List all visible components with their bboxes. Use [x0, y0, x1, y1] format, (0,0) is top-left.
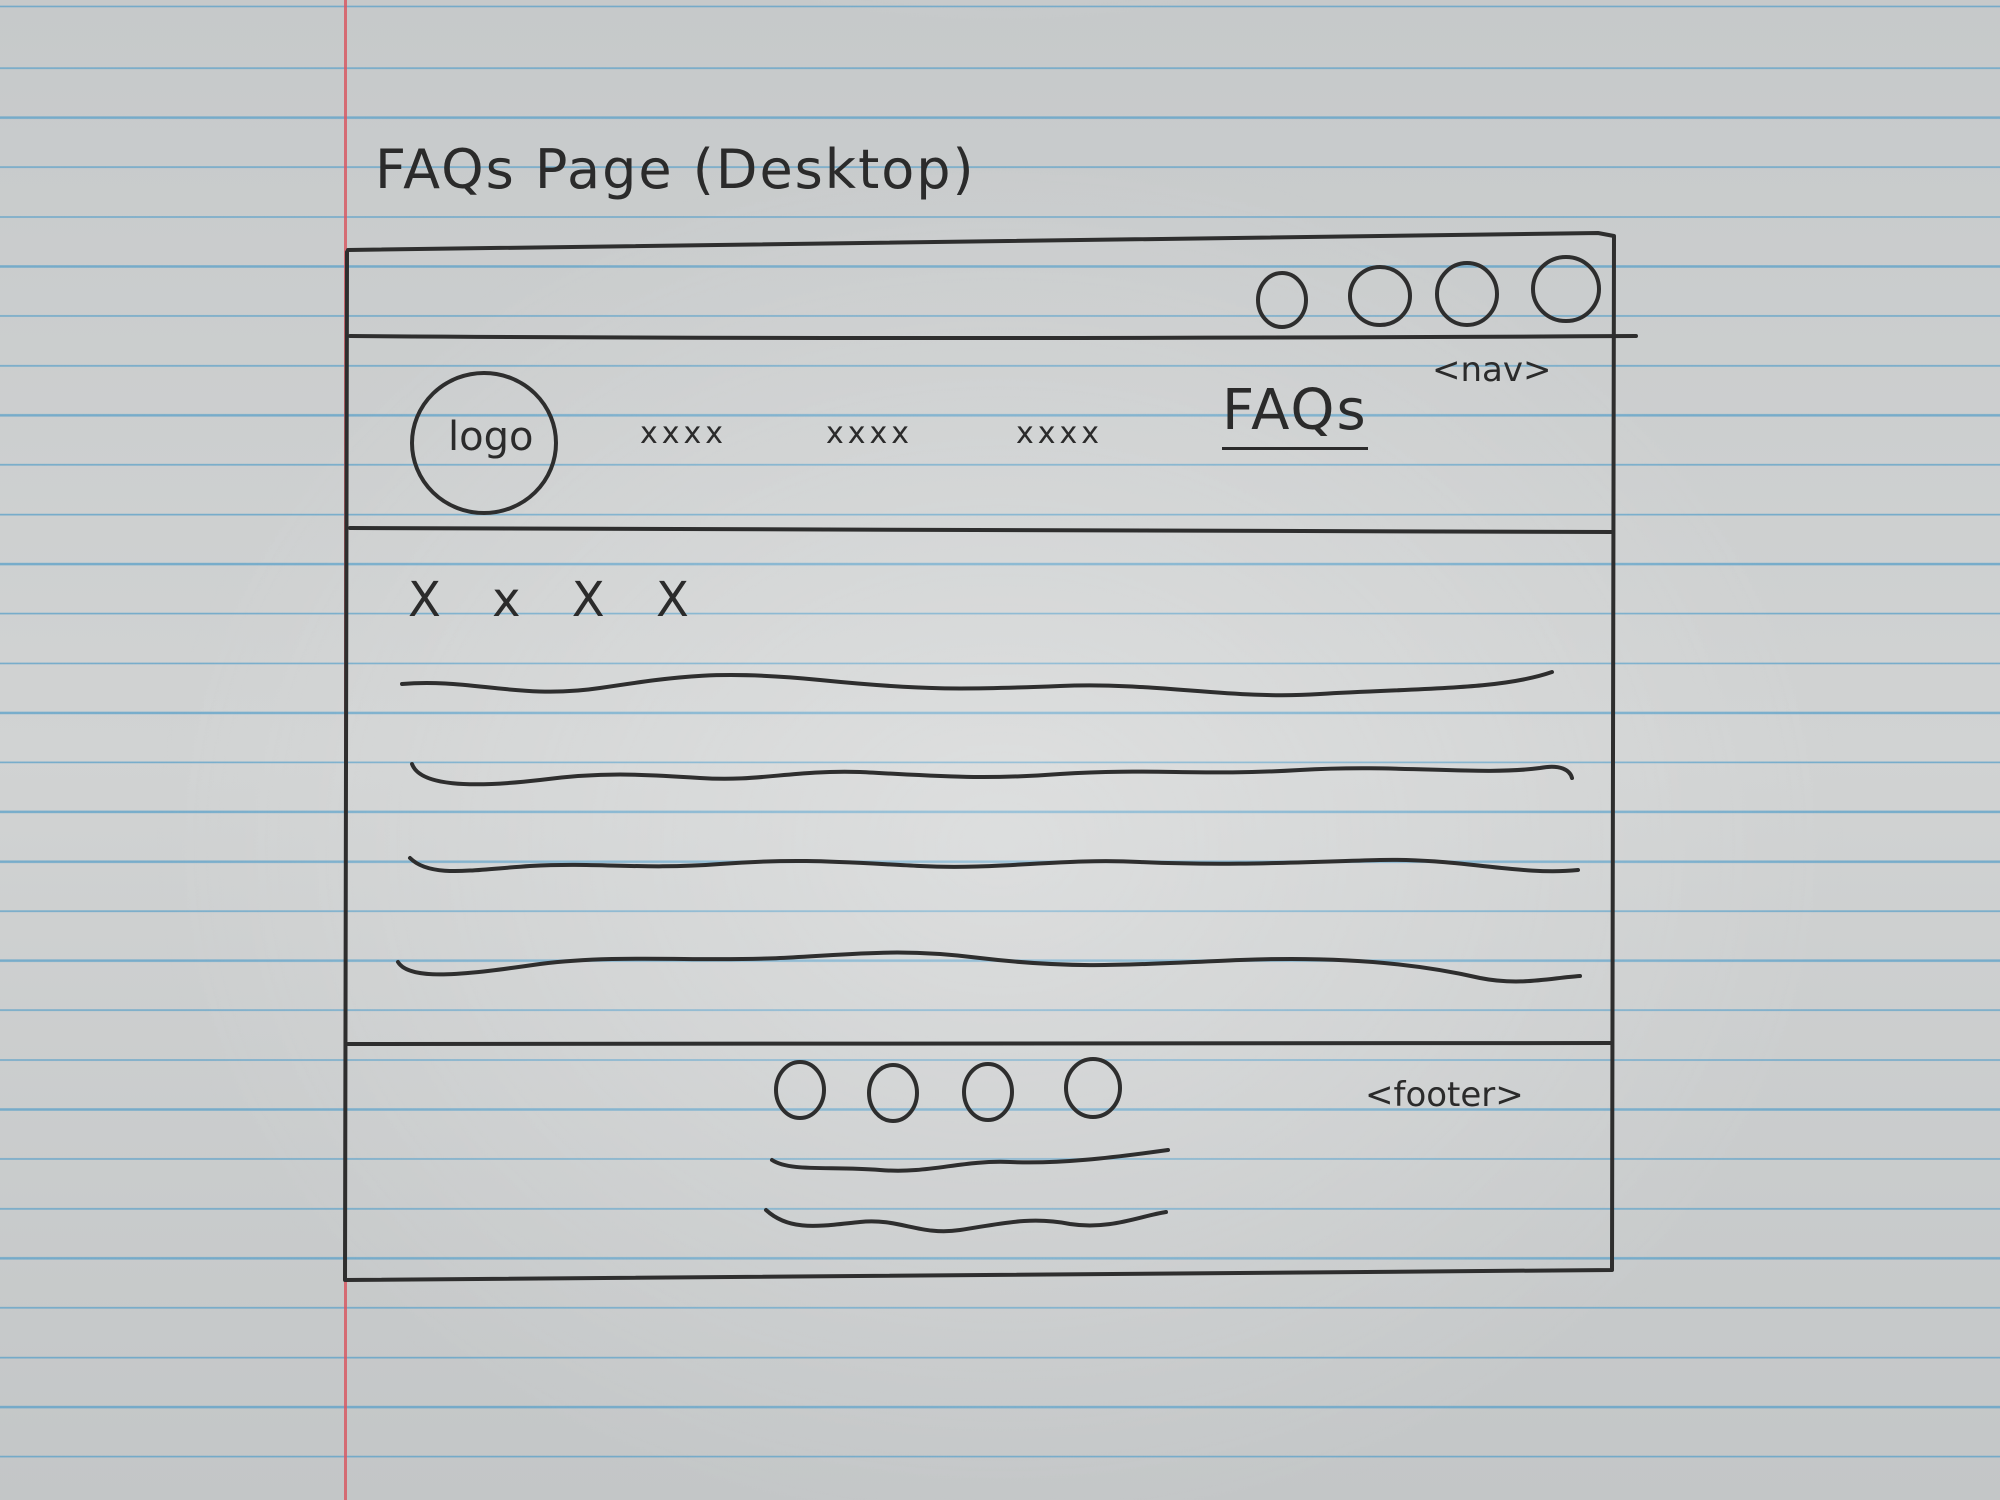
page-title: FAQs Page (Desktop) [375, 138, 976, 201]
footer-circle-1 [774, 1060, 826, 1120]
nav-divider [348, 526, 1614, 534]
nav-item-2[interactable]: xxxx [826, 416, 914, 451]
logo[interactable]: logo [448, 414, 534, 460]
top-circle-1 [1256, 271, 1308, 329]
faq-heading-placeholder: X x X X [408, 572, 707, 628]
nav-item-3[interactable]: xxxx [1016, 416, 1104, 451]
content-line-4 [396, 950, 1582, 984]
top-circle-2 [1348, 265, 1412, 327]
footer-tag-label: <footer> [1365, 1075, 1524, 1115]
footer-circle-2 [867, 1063, 919, 1123]
footer-circle-4 [1064, 1057, 1122, 1119]
top-circle-3 [1435, 261, 1499, 327]
top-circle-4 [1531, 255, 1601, 323]
logo-circle [410, 371, 558, 515]
content-line-2 [410, 762, 1574, 787]
nav-item-faqs-active[interactable]: FAQs [1222, 378, 1368, 450]
nav-item-1[interactable]: xxxx [640, 416, 728, 451]
content-line-1 [400, 670, 1554, 698]
footer-line-2 [764, 1208, 1168, 1234]
footer-divider [346, 1041, 1614, 1047]
footer-circle-3 [962, 1062, 1014, 1122]
footer-line-1 [770, 1148, 1170, 1173]
nav-tag-label: <nav> [1432, 350, 1552, 390]
content-line-3 [408, 856, 1580, 874]
top-bar-divider [348, 334, 1638, 340]
outer-frame [343, 231, 1616, 1282]
